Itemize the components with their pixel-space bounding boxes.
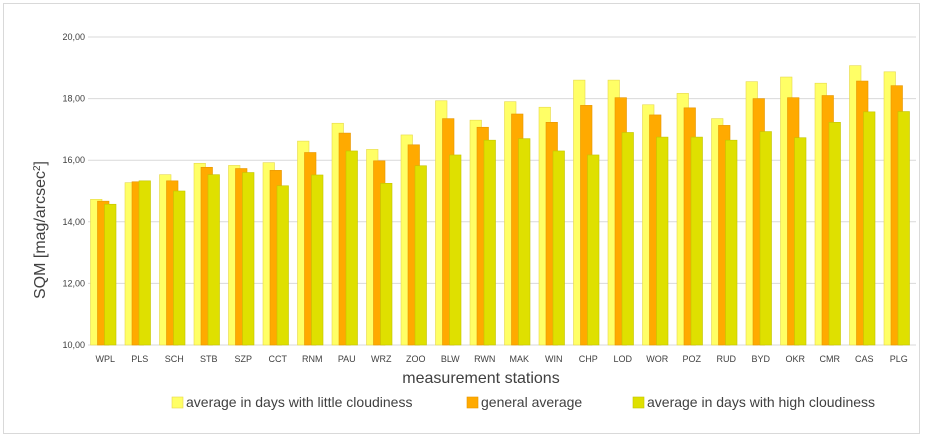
x-tick-label: ZOO — [406, 354, 426, 364]
gridlines — [88, 36, 916, 346]
x-tick-label: LOD — [613, 354, 632, 364]
legend: average in days with little cloudiness ge… — [171, 394, 875, 410]
x-axis-title: measurement stations — [402, 370, 559, 387]
x-tick-label: WPL — [95, 354, 115, 364]
y-axis-title-superscript: 2 — [32, 165, 43, 171]
x-tick-label: MAK — [509, 354, 529, 364]
legend-label: general average — [481, 394, 582, 410]
x-tick-label: WOR — [646, 354, 668, 364]
bar-3 — [276, 185, 289, 346]
x-tick-label: BYD — [751, 354, 770, 364]
x-tick-label: RUD — [717, 354, 737, 364]
bar-3 — [725, 139, 738, 346]
bar-3 — [483, 139, 496, 346]
bar-3 — [621, 132, 634, 346]
y-tick-labels: 10,00 12,00 14,00 16,00 18,00 20,00 — [62, 32, 85, 350]
bar-3 — [656, 136, 669, 346]
bar-3 — [207, 174, 220, 346]
bar-3 — [449, 154, 462, 346]
bar-3 — [104, 203, 117, 346]
x-tick-label: STB — [200, 354, 218, 364]
x-tick-label: PAU — [338, 354, 356, 364]
bar-3 — [863, 111, 876, 346]
y-tick-label: 18,00 — [62, 94, 85, 104]
x-tick-label: CMR — [820, 354, 841, 364]
x-tick-label: RNM — [302, 354, 323, 364]
bar-3 — [138, 180, 151, 346]
bar-3 — [897, 111, 910, 346]
bar-3 — [311, 174, 324, 346]
legend-swatch — [632, 396, 645, 409]
bar-3 — [414, 165, 427, 346]
y-tick-label: 14,00 — [62, 217, 85, 227]
y-tick-label: 12,00 — [62, 278, 85, 288]
bar-3 — [690, 136, 703, 346]
legend-swatch — [171, 396, 184, 409]
y-axis-title-end: ] — [32, 161, 49, 165]
x-tick-label: CHP — [579, 354, 598, 364]
x-tick-label: CAS — [855, 354, 874, 364]
bar-3 — [345, 150, 358, 346]
x-tick-labels: WPL PLS SCH STB SZP CCT RNM PAU WRZ ZOO BLW RWN MAK W… — [95, 354, 907, 364]
bar-3 — [518, 138, 531, 346]
bar-3 — [380, 183, 393, 346]
y-tick-label: 20,00 — [62, 32, 85, 42]
chart-frame: 10,00 12,00 14,00 16,00 18,00 20,00 WPL PLS SCH… — [3, 3, 920, 434]
bar-3 — [242, 172, 255, 346]
bars — [90, 65, 910, 346]
x-tick-label: POZ — [682, 354, 701, 364]
x-tick-label: OKR — [785, 354, 805, 364]
bar-chart: 10,00 12,00 14,00 16,00 18,00 20,00 WPL PLS SCH… — [32, 32, 916, 410]
x-tick-label: CCT — [269, 354, 288, 364]
x-tick-label: SCH — [165, 354, 184, 364]
bar-3 — [552, 150, 565, 346]
legend-swatch — [466, 396, 479, 409]
y-axis-title: SQM [mag/arcsec2] — [32, 161, 50, 299]
x-tick-label: PLS — [131, 354, 148, 364]
legend-label: average in days with little cloudiness — [186, 394, 412, 410]
bar-3 — [828, 122, 841, 346]
bar-3 — [759, 131, 772, 346]
x-tick-label: WRZ — [371, 354, 392, 364]
y-tick-label: 10,00 — [62, 340, 85, 350]
x-tick-label: RWN — [474, 354, 495, 364]
y-tick-label: 16,00 — [62, 155, 85, 165]
x-tick-label: BLW — [441, 354, 460, 364]
bar-3 — [173, 190, 186, 346]
x-tick-label: SZP — [234, 354, 252, 364]
x-tick-label: WIN — [545, 354, 563, 364]
y-axis-title-main: SQM [mag/arcsec — [32, 171, 49, 299]
bar-3 — [587, 154, 600, 346]
bar-3 — [794, 137, 807, 346]
x-tick-label: PLG — [890, 354, 908, 364]
legend-label: average in days with high cloudiness — [647, 394, 875, 410]
